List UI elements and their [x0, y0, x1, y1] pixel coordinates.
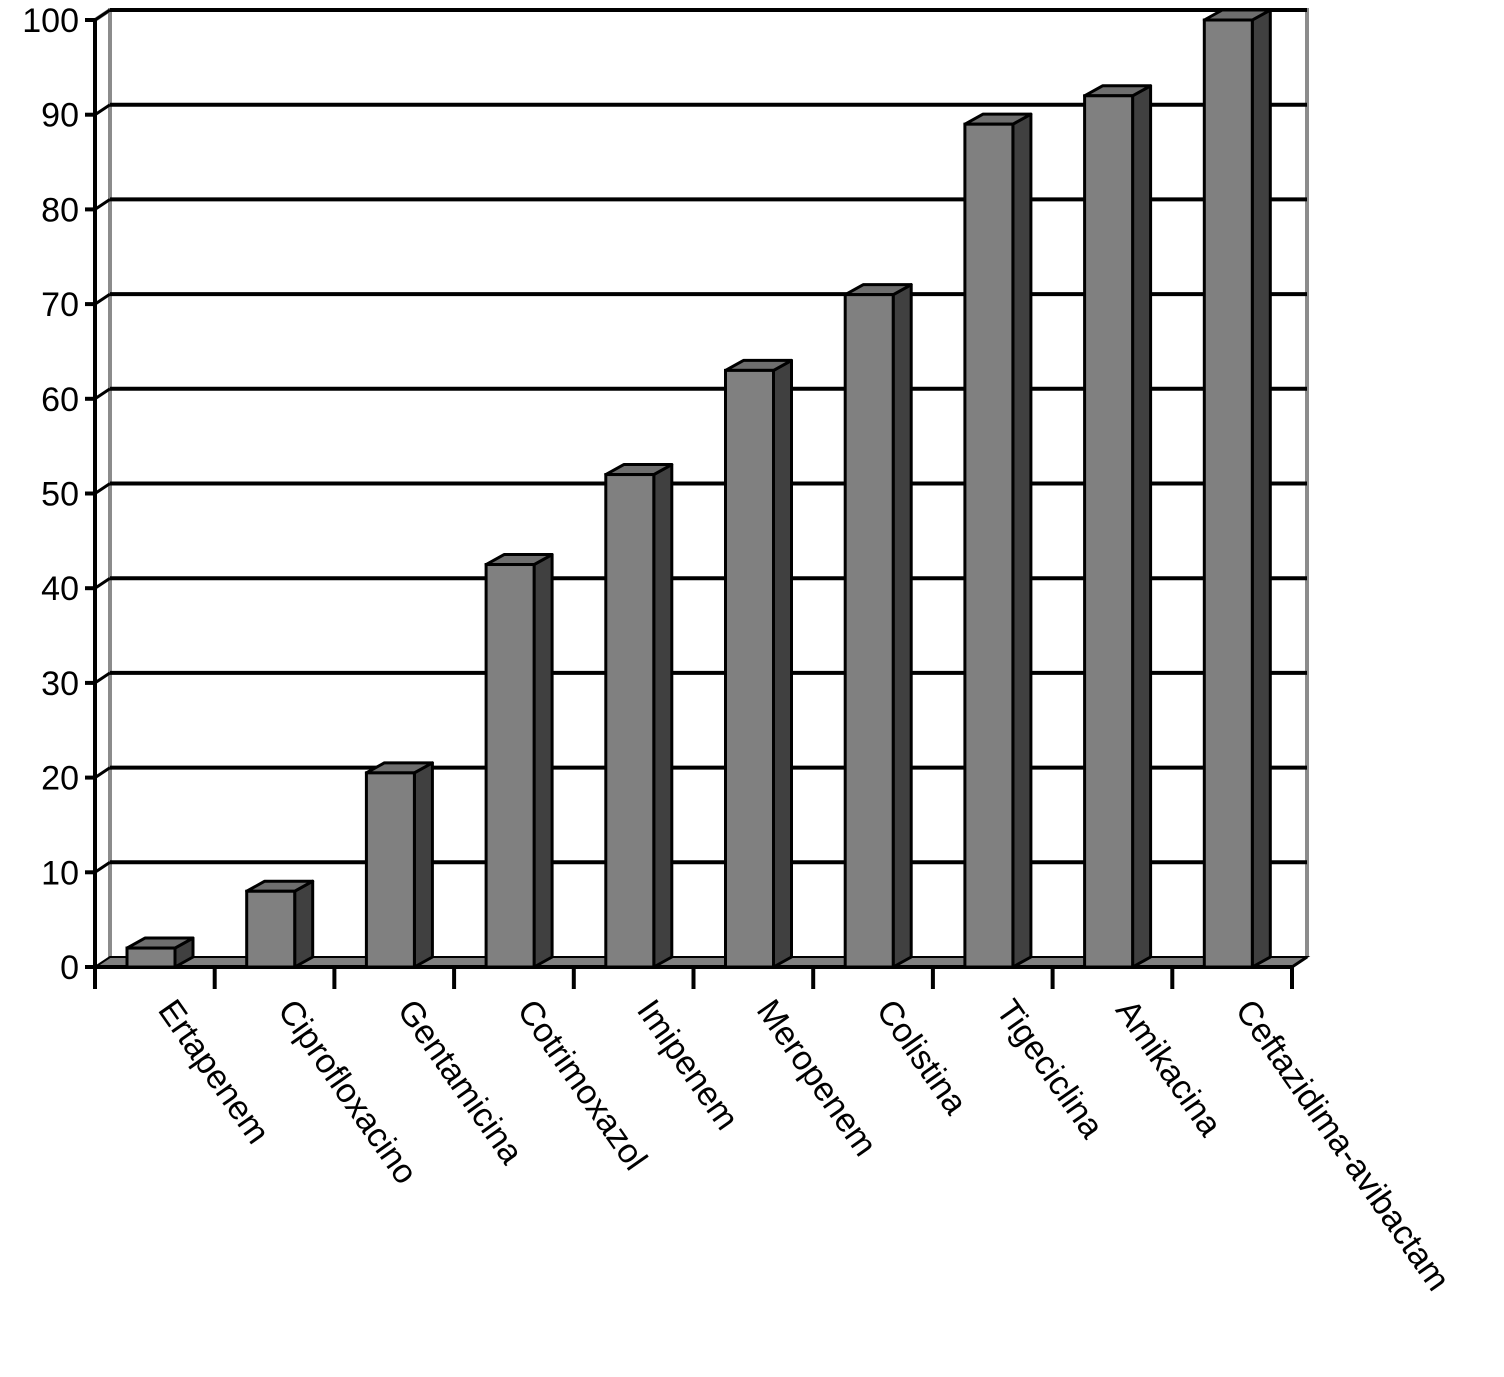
bar-front-face [843, 293, 895, 969]
gridline-side [94, 292, 111, 306]
gridline-side [94, 8, 111, 22]
y-tick-label: 70 [41, 286, 79, 324]
bar-side-face [532, 553, 554, 969]
x-axis-depth-edge [1291, 955, 1308, 969]
bar [843, 283, 913, 969]
y-tick-label: 60 [41, 381, 79, 419]
bar [125, 936, 195, 969]
bar-front-face [364, 771, 416, 969]
bar [484, 553, 554, 969]
bar-front-face [484, 563, 536, 969]
bar-side-face [1250, 8, 1272, 969]
x-tick-label: Gentamicina [390, 993, 531, 1171]
bar [724, 358, 793, 969]
bar-side-face [1131, 84, 1153, 969]
bar [1202, 8, 1272, 969]
gridline-side [94, 198, 111, 211]
y-tick-label: 100 [22, 2, 79, 40]
bar [245, 879, 315, 969]
x-tick-label: Ertapenem [150, 993, 277, 1151]
y-tick-label: 20 [41, 760, 79, 798]
x-tick-label: Tigeciclina [988, 993, 1111, 1145]
bar-side-face [652, 463, 674, 969]
x-tick-label: Colistina [869, 993, 975, 1122]
x-tick-label: Meropenem [749, 993, 884, 1163]
bar-side-face [293, 879, 315, 969]
gridline-side [94, 387, 111, 401]
gridline-side [94, 766, 111, 779]
bar-front-face [604, 473, 656, 969]
y-tick-label: 0 [60, 949, 79, 987]
y-tick-label: 90 [41, 97, 79, 135]
gridline-side [94, 103, 111, 116]
bar [963, 112, 1033, 969]
gridline-side [94, 576, 111, 590]
x-tick-labels: ErtapenemCiprofloxacinoGentamicinaCotrim… [150, 993, 1457, 1298]
bar-front-face [724, 368, 775, 969]
y-tick-label: 40 [41, 570, 79, 608]
bar [604, 463, 674, 969]
y-tick-labels: 0 10 20 30 40 50 60 70 80 90 100 [22, 2, 79, 987]
bar-side-face [772, 358, 793, 969]
bar-front-face [963, 122, 1015, 969]
bar-side-face [412, 761, 434, 969]
bar-front-face [1083, 94, 1135, 969]
gridline-side [94, 861, 111, 874]
y-tick-label: 50 [41, 476, 79, 514]
bar-front-face [245, 889, 297, 969]
bar [1083, 84, 1153, 969]
bar-front-face [1202, 18, 1254, 969]
x-tick-label: Amikacina [1108, 993, 1229, 1143]
x-tick-label: Imipenem [629, 993, 746, 1137]
bars [125, 8, 1272, 969]
y-tick-label: 10 [41, 854, 79, 892]
y-tick-label: 30 [41, 665, 79, 703]
bar-side-face [891, 283, 913, 969]
x-tick-label: Ceftazidima-avibactam [1228, 993, 1457, 1298]
x-tick-label: Cotrimoxazol [510, 993, 655, 1177]
bar [364, 761, 434, 969]
gridline-side [94, 482, 111, 495]
y-tick-label: 80 [41, 191, 79, 229]
gridline-side [94, 671, 111, 685]
bar-side-face [1011, 112, 1033, 969]
bar-front-face [125, 946, 177, 969]
